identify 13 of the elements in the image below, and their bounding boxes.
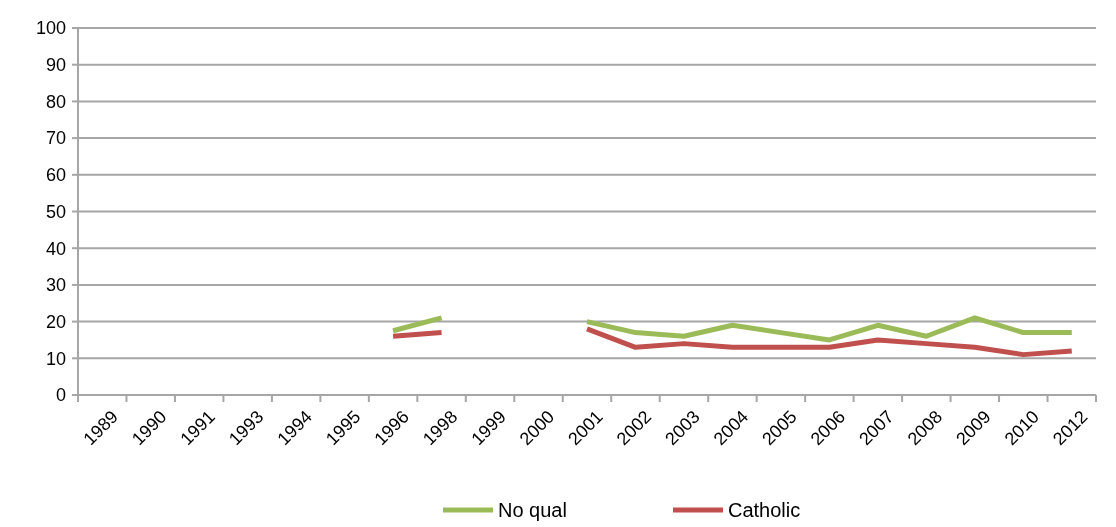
y-tick-label: 70 [45, 128, 66, 149]
y-tick-label: 40 [45, 238, 66, 259]
y-tick-label: 30 [45, 275, 66, 296]
y-tick-label: 80 [45, 91, 66, 112]
y-tick-label: 50 [45, 201, 66, 222]
legend-label: Catholic [728, 499, 801, 521]
y-tick-label: 90 [45, 55, 66, 75]
y-tick-label: 10 [45, 348, 66, 369]
y-tick-label: 0 [55, 385, 66, 406]
legend-label: No qual [498, 499, 567, 521]
y-tick-label: 20 [45, 311, 66, 332]
y-tick-label: 60 [45, 165, 66, 186]
y-tick-label: 100 [35, 18, 66, 39]
